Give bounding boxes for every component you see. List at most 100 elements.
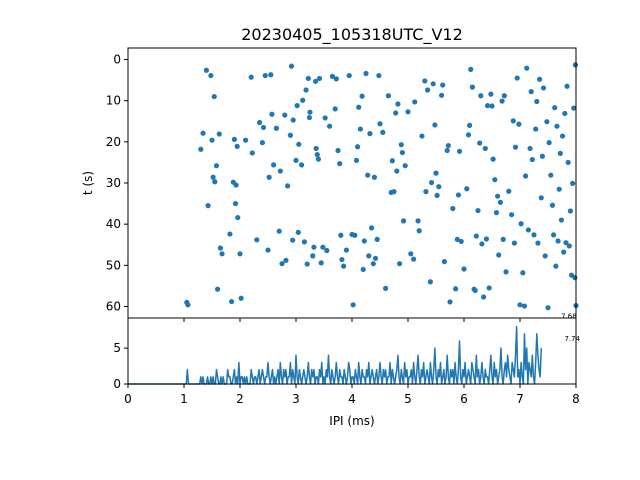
scatter-point — [257, 119, 263, 126]
scatter-point — [512, 144, 519, 150]
scatter-point — [468, 66, 474, 72]
scatter-point — [524, 65, 530, 71]
scatter-point — [372, 255, 379, 261]
scatter-point — [339, 256, 345, 263]
scatter-point — [395, 101, 401, 107]
scatter-point — [458, 238, 464, 245]
scatter-y-tick-label: 20 — [106, 135, 121, 149]
scatter-point — [546, 140, 552, 146]
scatter-point — [313, 78, 319, 84]
scatter-point — [436, 184, 442, 190]
scatter-point — [341, 263, 347, 269]
scatter-point — [483, 236, 489, 242]
scatter-point — [549, 202, 556, 208]
scatter-point — [425, 87, 431, 93]
scatter-y-tick-label: 50 — [106, 258, 121, 272]
scatter-point — [447, 299, 453, 305]
scatter-point — [397, 261, 403, 267]
scatter-point — [441, 259, 447, 265]
scatter-point — [277, 168, 283, 174]
scatter-point — [260, 124, 267, 131]
scatter-point — [371, 174, 377, 180]
scatter-point — [562, 110, 568, 117]
scatter-point — [473, 233, 479, 239]
scatter-point — [216, 131, 222, 137]
scatter-point — [529, 156, 535, 163]
scatter-point — [521, 303, 528, 309]
scatter-point — [322, 115, 328, 121]
scatter-point — [553, 263, 559, 269]
x-tick-label: 6 — [460, 392, 468, 406]
scatter-point — [369, 225, 375, 231]
scatter-point — [525, 227, 532, 233]
scatter-point — [454, 236, 460, 242]
scatter-panel: 0 10 20 30 40 50 60 t (s) — [81, 47, 579, 322]
scatter-point — [288, 63, 295, 69]
scatter-point — [265, 247, 271, 253]
scatter-point — [299, 162, 305, 168]
scatter-point — [350, 302, 356, 308]
scatter-point — [233, 182, 239, 188]
scatter-point — [422, 78, 428, 84]
scatter-point — [419, 133, 425, 139]
scatter-point — [528, 89, 534, 95]
scatter-point — [332, 106, 338, 112]
scatter-point — [552, 105, 558, 111]
scatter-point — [208, 72, 214, 79]
scatter-point — [402, 163, 408, 169]
scatter-point — [434, 192, 440, 198]
scatter-point — [271, 162, 277, 168]
scatter-point — [198, 146, 204, 152]
scatter-point — [450, 205, 456, 212]
scatter-point — [287, 132, 293, 138]
scatter-y-tick-label: 40 — [106, 217, 121, 231]
scatter-point — [486, 285, 492, 291]
x-tick-label: 4 — [348, 392, 356, 406]
scatter-points — [184, 62, 579, 311]
scatter-point — [211, 93, 217, 100]
x-tick-label: 8 — [572, 392, 580, 406]
scatter-point — [484, 103, 491, 109]
scatter-point — [353, 157, 360, 163]
scatter-point — [227, 231, 233, 237]
scatter-point — [488, 91, 494, 97]
scatter-point — [380, 129, 386, 135]
scatter-point — [469, 84, 475, 90]
scatter-point — [539, 153, 546, 159]
scatter-point — [559, 133, 566, 139]
scatter-point — [282, 112, 288, 118]
scatter-point — [306, 114, 313, 121]
scatter-point — [432, 122, 438, 128]
scatter-point — [337, 161, 343, 167]
scatter-point — [398, 142, 404, 148]
scatter-point — [237, 251, 243, 257]
scatter-point — [363, 70, 369, 77]
scatter-point — [303, 87, 309, 93]
scatter-point — [561, 249, 567, 255]
scatter-point — [304, 261, 310, 267]
scatter-point — [423, 189, 429, 195]
scatter-point — [489, 103, 495, 109]
scatter-point — [545, 305, 551, 311]
scatter-point — [537, 76, 543, 82]
histogram-y-ticks: 05 — [113, 341, 128, 391]
peak-annotation: 7.74 — [564, 335, 580, 343]
scatter-point — [370, 261, 376, 267]
scatter-point — [500, 236, 506, 242]
scatter-point — [394, 168, 400, 174]
scatter-point — [335, 147, 341, 154]
scatter-point — [366, 253, 372, 259]
scatter-point — [481, 294, 487, 300]
scatter-point — [556, 186, 562, 192]
scatter-point — [355, 144, 361, 150]
scatter-point — [496, 252, 502, 258]
scatter-point — [310, 253, 316, 259]
scatter-point — [411, 256, 417, 262]
scatter-y-tick-label: 10 — [106, 94, 121, 108]
scatter-point — [324, 247, 330, 254]
scatter-point — [427, 279, 433, 285]
scatter-point — [531, 232, 537, 238]
scatter-point — [376, 72, 382, 79]
